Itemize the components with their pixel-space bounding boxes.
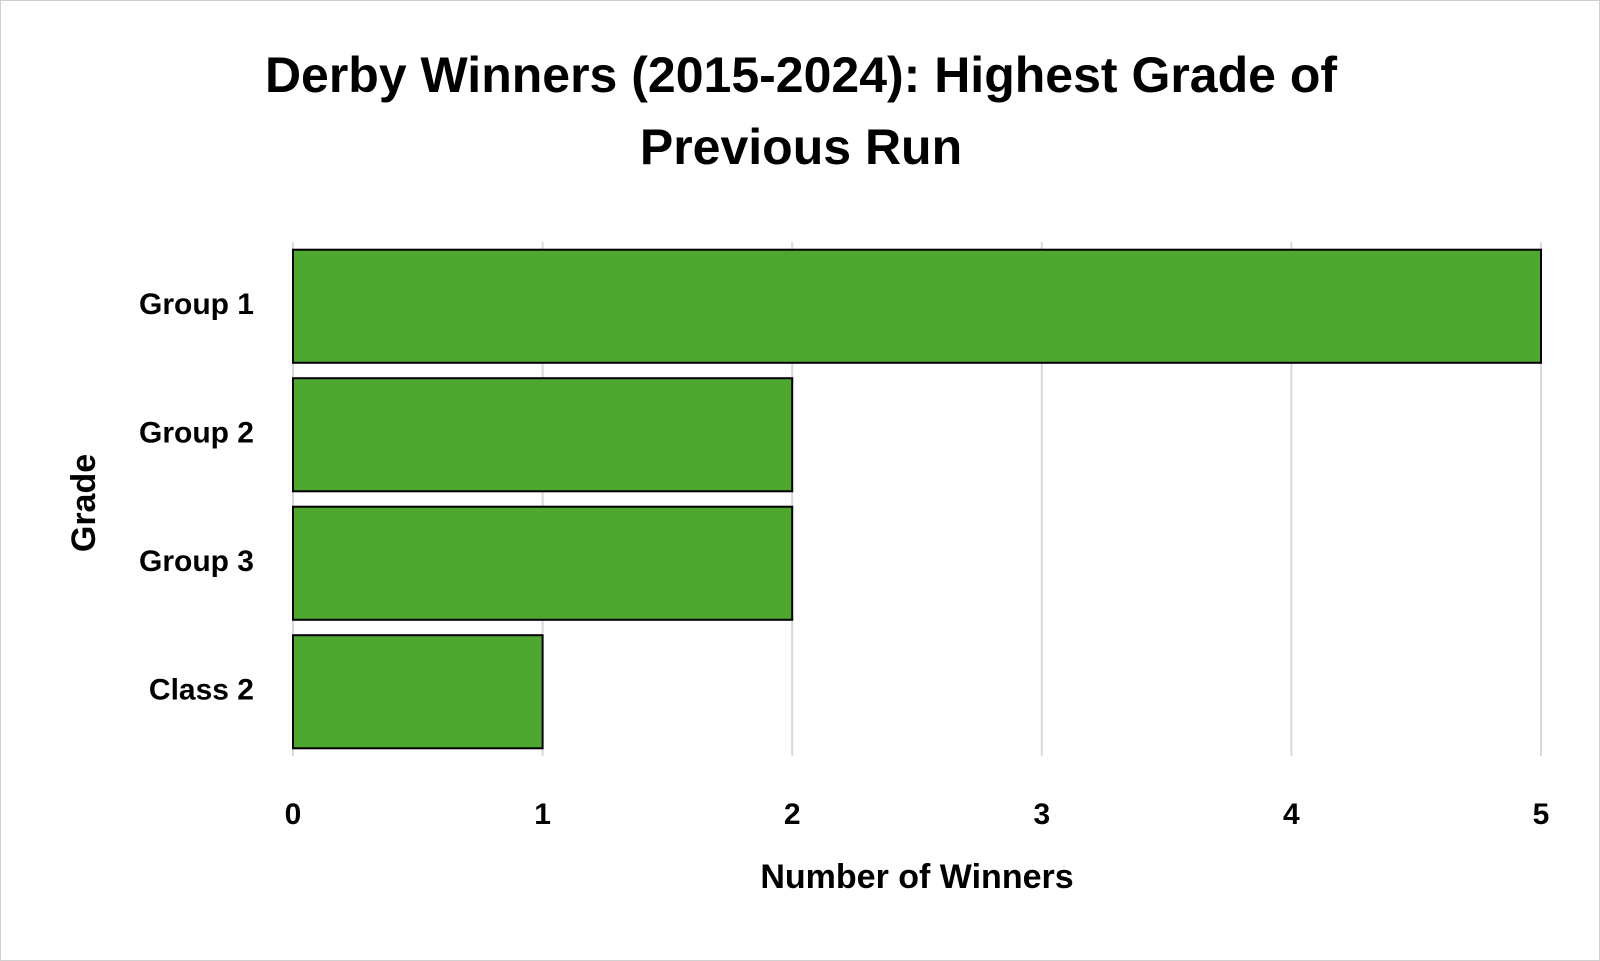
x-tick-label: 0 (285, 798, 302, 831)
y-tick-label: Group 2 (139, 417, 254, 450)
y-tick-label: Group 1 (139, 288, 254, 321)
x-axis-label: Number of Winners (760, 858, 1073, 896)
bar (292, 505, 794, 621)
y-tick-label: Group 3 (139, 545, 254, 578)
x-tick-label: 4 (1283, 798, 1300, 831)
y-tick-label: Class 2 (149, 674, 254, 707)
x-tick-label: 2 (784, 798, 801, 831)
bar (292, 377, 794, 493)
x-tick-label: 1 (534, 798, 551, 831)
bar (292, 248, 1542, 364)
chart-title: Derby Winners (2015-2024): Highest Grade… (264, 47, 1338, 175)
x-tick-label: 3 (1033, 798, 1050, 831)
y-axis-label: Grade (65, 454, 103, 552)
x-tick-label: 5 (1533, 798, 1550, 831)
bar (292, 634, 544, 750)
